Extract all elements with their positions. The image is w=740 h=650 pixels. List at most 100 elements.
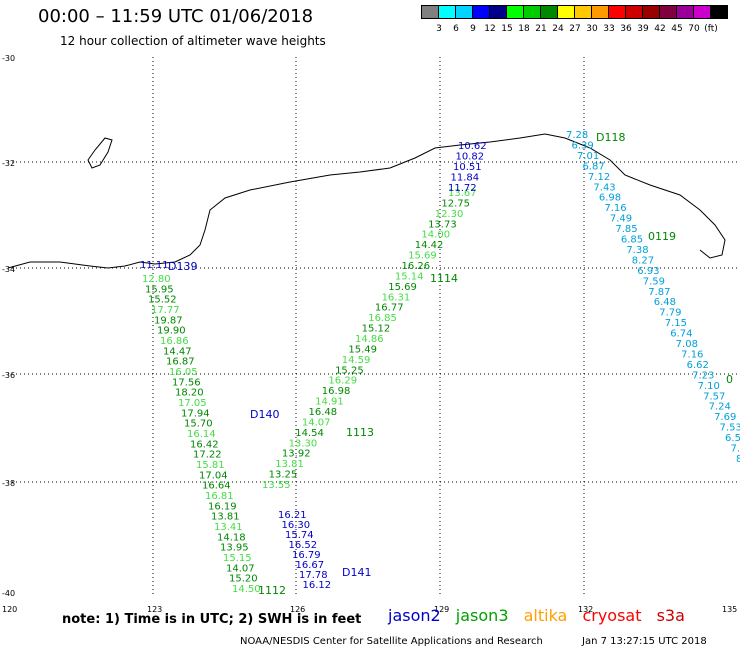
credit-text: NOAA/NESDIS Center for Satellite Applica… bbox=[240, 636, 543, 647]
track-value-label: 13.73 bbox=[428, 219, 457, 230]
satellite-legend: jason2 jason3 altika cryosat s3a bbox=[388, 606, 695, 625]
track-value-label: 15.70 bbox=[184, 419, 213, 430]
lat-tick-label: -32 bbox=[2, 159, 15, 168]
track-value-label: 16.21 bbox=[278, 510, 307, 521]
lat-tick-label: -30 bbox=[2, 54, 15, 63]
colorbar-label: 6 bbox=[453, 24, 459, 34]
track-value-label: 6.93 bbox=[637, 266, 659, 277]
track-value-label: 16.05 bbox=[169, 367, 198, 378]
colorbar-label: 24 bbox=[552, 24, 564, 34]
colorbar-label: 27 bbox=[569, 24, 581, 34]
track-value-label: 16.77 bbox=[375, 303, 404, 314]
track-id-label: 1113 bbox=[346, 426, 374, 439]
track-value-label: 14.47 bbox=[163, 346, 192, 357]
track-value-label: 13.25 bbox=[269, 470, 298, 481]
track-value-label: 6.39 bbox=[571, 140, 593, 151]
lon-tick-label: 132 bbox=[578, 605, 593, 614]
track-value-label: 15.25 bbox=[335, 365, 364, 376]
colorbar-label: 33 bbox=[603, 24, 615, 34]
track-id-label: 0 bbox=[726, 373, 733, 386]
track-value-label: 15.49 bbox=[348, 344, 377, 355]
lon-tick-label: 126 bbox=[290, 605, 305, 614]
track-value-label: 6.62 bbox=[687, 360, 709, 371]
track-value-label: 17.56 bbox=[172, 377, 201, 388]
track-value-label: 19.90 bbox=[157, 326, 186, 337]
track-value-label: 11.84 bbox=[451, 173, 480, 184]
track-value-label: 7.87 bbox=[648, 287, 670, 298]
track-value-label: 17.78 bbox=[299, 570, 328, 581]
track-id-label: D139 bbox=[168, 260, 197, 273]
track-value-label: 15.69 bbox=[388, 282, 417, 293]
track-id-label: 0119 bbox=[648, 230, 676, 243]
track-value-label: 17.04 bbox=[199, 470, 228, 481]
track-id-label: D140 bbox=[250, 408, 279, 421]
lon-tick-label: 123 bbox=[147, 605, 162, 614]
track-value-label: 16.81 bbox=[205, 491, 234, 502]
track-value-label: 12.30 bbox=[435, 209, 464, 220]
track-value-label: 14.50 bbox=[232, 584, 261, 595]
lat-tick-label: -36 bbox=[2, 371, 15, 380]
lat-tick-label: -34 bbox=[2, 265, 15, 274]
colorbar-label: 45 bbox=[671, 24, 683, 34]
track-value-label: 16.85 bbox=[368, 313, 397, 324]
track-value-label: 13.41 bbox=[214, 522, 243, 533]
track-value-label: 16.12 bbox=[303, 580, 332, 591]
track-value-label: 7.10 bbox=[698, 381, 720, 392]
map-title: 00:00 – 11:59 UTC 01/06/2018 bbox=[38, 6, 314, 27]
colorbar-label: 9 bbox=[470, 24, 476, 34]
track-value-label: 18.20 bbox=[175, 388, 204, 399]
colorbar-label: 12 bbox=[484, 24, 496, 34]
map-subtitle: 12 hour collection of altimeter wave hei… bbox=[60, 34, 326, 48]
track-value-label: 14.59 bbox=[342, 355, 371, 366]
track-value-label: 13.67 bbox=[448, 188, 477, 199]
track-value-label: 17.77 bbox=[151, 305, 180, 316]
track-value-label: 7.28 bbox=[566, 130, 588, 141]
track-value-label: 17.94 bbox=[181, 408, 210, 419]
track-value-label: 17.05 bbox=[178, 398, 207, 409]
track-value-label: 13.30 bbox=[289, 438, 318, 449]
colorbar-label: 36 bbox=[620, 24, 632, 34]
track-value-label: 14.86 bbox=[355, 334, 384, 345]
track-value-label: 7.49 bbox=[610, 214, 632, 225]
track-value-label: 14.07 bbox=[226, 563, 255, 574]
track-value-label: 7.23 bbox=[692, 370, 714, 381]
track-value-label: 16.98 bbox=[322, 386, 351, 397]
track-value-label: 19.87 bbox=[154, 315, 183, 326]
track-value-label: 15.95 bbox=[145, 284, 174, 295]
track-value-label: 7.69 bbox=[714, 412, 736, 423]
track-value-label: 16.31 bbox=[382, 292, 411, 303]
track-value-label: 16.30 bbox=[282, 520, 311, 531]
track-value-label: 15.52 bbox=[148, 295, 177, 306]
track-value-label: 15.12 bbox=[362, 324, 391, 335]
track-value-label: 7.79 bbox=[659, 308, 681, 319]
legend-s3a: s3a bbox=[656, 606, 685, 625]
track-value-label: 16.79 bbox=[292, 550, 321, 561]
track-value-label: 7.85 bbox=[615, 224, 637, 235]
colorbar-label: 42 bbox=[654, 24, 666, 34]
track-value-label: 7.16 bbox=[604, 203, 626, 214]
track-value-label: 15.74 bbox=[285, 530, 314, 541]
track-value-label: 7.24 bbox=[709, 402, 731, 413]
track-value-label: 6.87 bbox=[582, 161, 604, 172]
track-value-label: 8.27 bbox=[632, 255, 654, 266]
track-value-label: 7.15 bbox=[665, 318, 687, 329]
track-value-label: 14.00 bbox=[421, 230, 450, 241]
track-value-label: 16.52 bbox=[289, 540, 318, 551]
track-value-label: 16.42 bbox=[190, 439, 219, 450]
track-value-label: 10.82 bbox=[456, 152, 485, 163]
track-value-label: 7.43 bbox=[593, 182, 615, 193]
track-value-label: 7.08 bbox=[676, 339, 698, 350]
track-value-label: 7.57 bbox=[703, 391, 725, 402]
track-value-label: 12.75 bbox=[441, 198, 470, 209]
track-value-label: 14.42 bbox=[415, 240, 444, 251]
island bbox=[87, 137, 113, 169]
track-value-label: 13.81 bbox=[275, 459, 304, 470]
track-id-label: 1114 bbox=[430, 272, 458, 285]
track-value-label: 7.38 bbox=[626, 245, 648, 256]
track-value-label: 16.48 bbox=[309, 407, 338, 418]
track-value-label: 14.91 bbox=[315, 397, 344, 408]
track-value-label: 7.53 bbox=[720, 423, 740, 434]
track-value-label: 15.14 bbox=[395, 271, 424, 282]
lon-tick-label: 120 bbox=[2, 605, 17, 614]
